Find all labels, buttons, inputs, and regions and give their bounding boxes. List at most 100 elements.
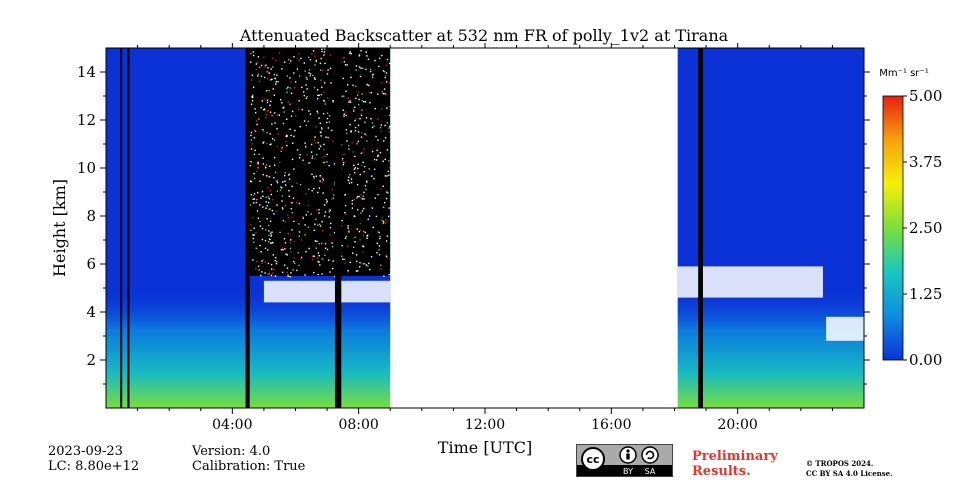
speckle-dot <box>344 193 347 196</box>
speckle-dot <box>292 197 295 199</box>
speckle-dot <box>283 264 286 266</box>
speckle-dot <box>380 130 382 133</box>
speckle-dot <box>321 50 323 53</box>
speckle-dot <box>281 148 283 150</box>
speckle-dot <box>379 237 381 240</box>
speckle-dot <box>329 226 332 229</box>
speckle-dot <box>315 126 317 128</box>
speckle-dot <box>271 114 273 117</box>
speckle-dot <box>251 95 254 97</box>
speckle-dot <box>269 242 272 244</box>
speckle-dot <box>385 222 387 224</box>
speckle-dot <box>318 209 320 211</box>
speckle-dot <box>252 237 254 240</box>
speckle-dot <box>371 122 374 124</box>
speckle-dot <box>297 252 299 254</box>
speckle-dot <box>348 229 350 231</box>
speckle-dot <box>265 64 267 66</box>
speckle-dot <box>276 74 278 76</box>
speckle-dot <box>315 218 317 221</box>
speckle-dot <box>269 165 271 167</box>
speckle-dot <box>298 53 300 55</box>
x-tick-label: 12:00 <box>465 417 505 433</box>
speckle-dot <box>289 242 291 244</box>
speckle-dot <box>345 129 348 131</box>
speckle-dot <box>369 70 372 73</box>
speckle-dot <box>271 199 274 201</box>
speckle-dot <box>363 165 366 168</box>
speckle-dot <box>280 248 283 251</box>
speckle-dot <box>350 178 353 180</box>
speckle-dot <box>279 161 281 164</box>
speckle-dot <box>267 249 269 251</box>
speckle-dot <box>386 121 389 124</box>
speckle-dot <box>343 56 346 59</box>
speckle-dot <box>388 131 391 133</box>
speckle-dot <box>362 245 365 248</box>
speckle-dot <box>366 235 368 237</box>
speckle-dot <box>388 127 390 129</box>
speckle-dot <box>258 118 260 120</box>
speckle-dot <box>341 160 344 162</box>
speckle-dot <box>250 180 252 182</box>
speckle-dot <box>384 137 387 139</box>
speckle-dot <box>281 200 283 202</box>
speckle-dot <box>321 258 323 260</box>
speckle-dot <box>291 158 294 161</box>
speckle-dot <box>266 101 269 104</box>
speckle-dot <box>293 56 295 58</box>
speckle-dot <box>252 259 254 261</box>
y-axis-label: Height [km] <box>50 179 69 277</box>
speckle-dot <box>253 202 255 204</box>
speckle-dot <box>274 171 277 174</box>
speckle-dot <box>388 174 390 176</box>
speckle-dot <box>351 141 353 144</box>
speckle-dot <box>352 252 354 254</box>
speckle-dot <box>340 255 343 257</box>
speckle-dot <box>306 78 308 80</box>
cloud-layer <box>263 280 391 303</box>
speckle-dot <box>362 230 365 233</box>
speckle-dot <box>311 255 314 258</box>
speckle-dot <box>293 240 296 243</box>
speckle-dot <box>319 175 321 178</box>
y-tick-label: 4 <box>86 303 96 321</box>
speckle-dot <box>332 101 334 103</box>
speckle-dot <box>355 69 357 71</box>
speckle-dot <box>307 188 310 190</box>
speckle-dot <box>323 143 325 146</box>
speckle-dot <box>356 94 359 96</box>
speckle-dot <box>349 261 352 264</box>
speckle-dot <box>253 172 255 175</box>
speckle-dot <box>321 273 323 275</box>
speckle-dot <box>262 258 264 261</box>
speckle-dot <box>309 162 311 164</box>
speckle-dot <box>256 198 258 201</box>
speckle-dot <box>252 234 254 236</box>
speckle-dot <box>321 242 323 245</box>
speckle-dot <box>371 126 374 129</box>
speckle-dot <box>290 81 292 83</box>
speckle-dot <box>259 225 262 227</box>
speckle-dot <box>313 77 316 79</box>
speckle-dot <box>281 207 284 209</box>
speckle-dot <box>272 66 274 68</box>
speckle-dot <box>260 197 262 199</box>
speckle-dot <box>377 139 379 141</box>
speckle-dot <box>363 262 366 265</box>
speckle-dot <box>250 139 253 141</box>
speckle-dot <box>280 150 282 153</box>
speckle-dot <box>325 198 328 201</box>
speckle-dot <box>355 65 358 67</box>
speckle-dot <box>370 255 373 258</box>
speckle-dot <box>270 235 273 237</box>
speckle-dot <box>252 51 255 53</box>
speckle-dot <box>370 118 372 120</box>
speckle-dot <box>358 54 361 56</box>
speckle-dot <box>304 234 306 236</box>
speckle-dot <box>293 257 296 259</box>
speckle-dot <box>329 67 332 70</box>
speckle-dot <box>353 110 355 112</box>
speckle-dot <box>350 131 352 133</box>
speckle-dot <box>373 158 376 161</box>
